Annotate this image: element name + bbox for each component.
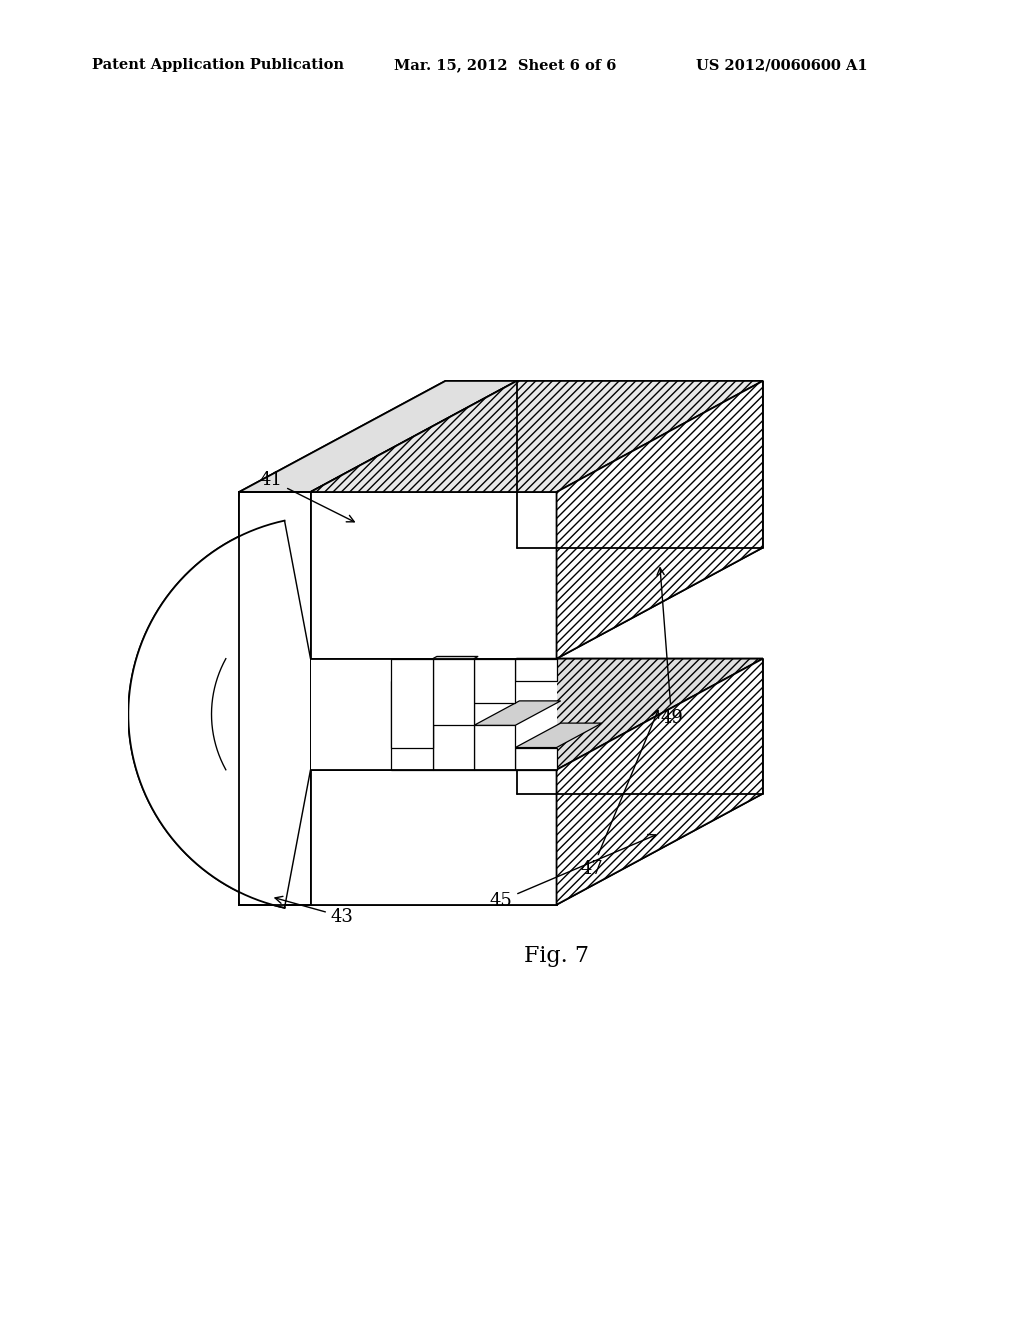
Polygon shape bbox=[310, 659, 763, 770]
Polygon shape bbox=[474, 701, 561, 725]
Polygon shape bbox=[240, 492, 310, 904]
Polygon shape bbox=[474, 701, 561, 725]
Polygon shape bbox=[433, 678, 519, 704]
Polygon shape bbox=[310, 659, 763, 770]
Polygon shape bbox=[391, 659, 433, 747]
Polygon shape bbox=[240, 492, 310, 904]
Polygon shape bbox=[433, 704, 474, 770]
Text: Fig. 7: Fig. 7 bbox=[524, 945, 589, 968]
Text: 47: 47 bbox=[581, 710, 658, 878]
Polygon shape bbox=[557, 659, 763, 904]
Polygon shape bbox=[433, 678, 519, 704]
Polygon shape bbox=[515, 747, 557, 770]
Polygon shape bbox=[433, 659, 474, 725]
Text: 49: 49 bbox=[657, 568, 683, 727]
Polygon shape bbox=[310, 381, 763, 492]
Text: 43: 43 bbox=[275, 896, 353, 925]
Polygon shape bbox=[515, 659, 557, 681]
Text: 45: 45 bbox=[489, 834, 655, 909]
Text: Mar. 15, 2012  Sheet 6 of 6: Mar. 15, 2012 Sheet 6 of 6 bbox=[394, 58, 616, 73]
Polygon shape bbox=[557, 381, 763, 659]
Polygon shape bbox=[310, 659, 557, 770]
Text: 41: 41 bbox=[259, 471, 354, 521]
Polygon shape bbox=[240, 381, 517, 492]
Polygon shape bbox=[310, 492, 557, 659]
Polygon shape bbox=[310, 381, 517, 904]
Polygon shape bbox=[557, 659, 763, 904]
Polygon shape bbox=[391, 656, 478, 681]
Polygon shape bbox=[515, 659, 557, 681]
Polygon shape bbox=[310, 659, 557, 770]
Polygon shape bbox=[474, 725, 515, 770]
Polygon shape bbox=[391, 681, 433, 770]
Polygon shape bbox=[391, 681, 433, 770]
Polygon shape bbox=[474, 659, 515, 704]
Polygon shape bbox=[515, 723, 602, 747]
Polygon shape bbox=[310, 770, 557, 904]
Polygon shape bbox=[240, 381, 517, 492]
Polygon shape bbox=[310, 770, 557, 904]
Polygon shape bbox=[391, 656, 478, 681]
Polygon shape bbox=[557, 381, 763, 659]
Polygon shape bbox=[474, 725, 515, 770]
Text: Patent Application Publication: Patent Application Publication bbox=[92, 58, 344, 73]
Polygon shape bbox=[310, 492, 557, 659]
Polygon shape bbox=[128, 492, 285, 908]
Polygon shape bbox=[474, 659, 515, 704]
Polygon shape bbox=[310, 381, 763, 492]
Polygon shape bbox=[515, 723, 602, 747]
Polygon shape bbox=[433, 659, 474, 725]
Polygon shape bbox=[433, 704, 474, 770]
Polygon shape bbox=[515, 747, 557, 770]
Polygon shape bbox=[391, 659, 433, 747]
Polygon shape bbox=[128, 492, 285, 908]
Text: US 2012/0060600 A1: US 2012/0060600 A1 bbox=[696, 58, 868, 73]
